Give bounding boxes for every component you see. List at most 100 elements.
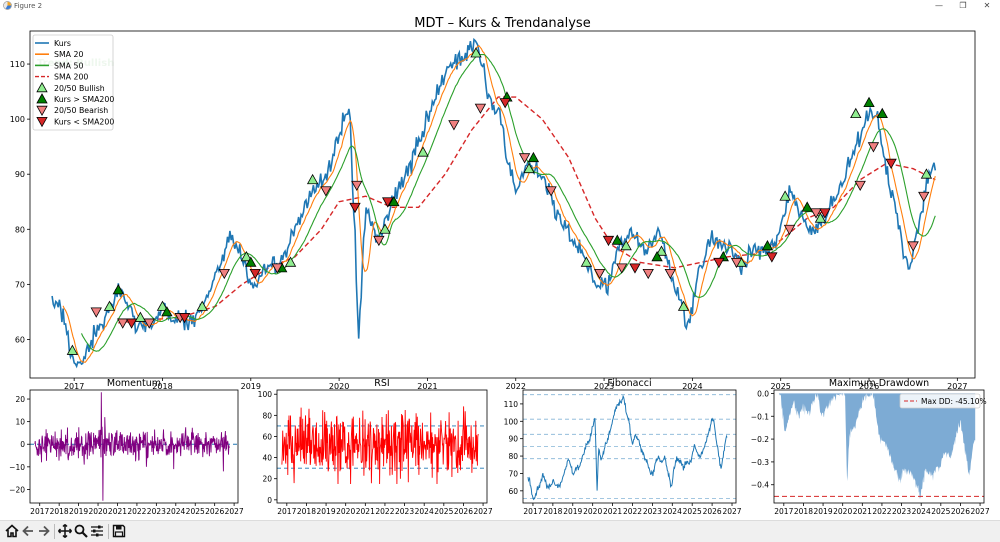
momentum-xtick-label: 2023 xyxy=(147,507,166,516)
rsi-xtick-label: 2025 xyxy=(434,507,453,516)
legend-swatch xyxy=(36,93,48,104)
drawdown-xtick-label: 2026 xyxy=(951,507,970,516)
maximize-button[interactable]: ❐ xyxy=(959,1,967,10)
drawdown-xtick-label: 2020 xyxy=(833,507,852,516)
main-chart-title: MDT – Kurs & Trendanalyse xyxy=(414,16,590,31)
marker-bearish-cross xyxy=(664,268,676,280)
zoom-icon[interactable] xyxy=(73,523,89,539)
legend-label: SMA 50 xyxy=(54,61,83,70)
momentum-xtick-label: 2020 xyxy=(88,507,107,516)
main-ytick-label: 100 xyxy=(10,115,25,124)
marker-bearish-cross xyxy=(854,180,866,192)
momentum-ytick-label: 10 xyxy=(15,418,25,427)
legend-swatch xyxy=(36,105,48,117)
kurs-line xyxy=(51,37,937,369)
marker-above-sma200 xyxy=(611,234,623,245)
fibonacci-xtick-label: 2025 xyxy=(683,507,702,516)
marker-bearish-cross xyxy=(218,268,230,280)
marker-above-sma200 xyxy=(161,306,173,317)
drawdown-xtick-label: 2022 xyxy=(872,507,891,516)
marker-bullish-cross xyxy=(850,107,862,119)
drawdown-ytick-label: −0.4 xyxy=(751,481,769,490)
fibonacci-ytick-label: 70 xyxy=(508,469,518,478)
marker-above-sma200 xyxy=(863,96,875,108)
drawdown-xtick-label: 2021 xyxy=(853,507,872,516)
marker-below-sma200 xyxy=(819,208,831,219)
marker-bearish-cross xyxy=(90,307,102,318)
drawdown-xtick-label: 2019 xyxy=(814,507,833,516)
marker-bearish-cross xyxy=(271,263,283,274)
momentum-xtick-label: 2024 xyxy=(166,507,185,516)
legend-label: 20/50 Bearish xyxy=(54,106,108,115)
rsi-xtick-label: 2024 xyxy=(415,507,434,516)
home-icon[interactable] xyxy=(4,523,20,539)
drawdown-ytick-label: 0.0 xyxy=(757,389,769,398)
legend-label: Kurs xyxy=(54,39,71,48)
forward-arrow-icon[interactable] xyxy=(36,523,52,539)
drawdown-ytick-label: −0.3 xyxy=(751,458,769,467)
fibonacci-chart-title: Fibonacci xyxy=(607,378,651,389)
momentum-xtick-label: 2025 xyxy=(186,507,205,516)
marker-bearish-cross xyxy=(373,235,385,247)
marker-above-sma200 xyxy=(245,256,257,267)
rsi-xtick-label: 2027 xyxy=(474,507,493,516)
marker-bearish-cross xyxy=(545,186,557,197)
drawdown-area xyxy=(778,393,976,499)
fibonacci-xtick-label: 2021 xyxy=(603,507,622,516)
marker-above-sma200 xyxy=(112,284,124,295)
close-button[interactable]: ✕ xyxy=(983,1,991,10)
marker-bullish-cross xyxy=(379,223,391,234)
main-xtick-label: 2027 xyxy=(947,382,967,391)
marker-bullish-cross xyxy=(66,344,79,355)
marker-bullish-cross xyxy=(677,300,690,311)
rsi-xtick-label: 2017 xyxy=(277,507,296,516)
main-xtick-label: 2019 xyxy=(241,382,261,391)
pan-icon[interactable] xyxy=(57,523,73,539)
momentum-ytick-label: −20 xyxy=(9,485,25,494)
drawdown-xtick-label: 2023 xyxy=(892,507,911,516)
marker-bearish-cross xyxy=(474,103,487,114)
rsi-xtick-label: 2018 xyxy=(297,507,316,516)
fibonacci-xtick-label: 2027 xyxy=(722,507,741,516)
momentum-xtick-label: 2021 xyxy=(108,507,127,516)
drawdown-chart: Maximum Drawdown 2017 2018 2019 2020 2021 2022… xyxy=(751,378,990,516)
legend-box xyxy=(32,34,114,131)
marker-bearish-cross xyxy=(918,191,930,203)
matplotlib-app-icon xyxy=(3,1,12,10)
rsi-ytick-label: 20 xyxy=(262,475,272,484)
marker-bearish-cross xyxy=(810,208,822,219)
minimize-button[interactable]: — xyxy=(935,1,943,10)
window-title: Figure 2 xyxy=(14,2,43,10)
marker-bearish-cross xyxy=(593,268,606,280)
marker-above-sma200 xyxy=(761,239,774,251)
legend-box xyxy=(899,393,981,409)
rsi-xtick-label: 2022 xyxy=(375,507,394,516)
main-ytick-label: 70 xyxy=(15,280,25,289)
main-legend: Kurs SMA 20 SMA 50 SMA 200 20/50 Bullish Kurs… xyxy=(32,34,114,131)
plot-frame xyxy=(773,389,985,504)
marker-below-sma200 xyxy=(629,263,641,274)
back-arrow-icon[interactable] xyxy=(20,523,36,539)
marker-bullish-cross xyxy=(620,239,632,251)
main-xtick-label: 2017 xyxy=(64,382,84,391)
save-icon[interactable] xyxy=(111,523,127,539)
legend-label: Kurs < SMA200 xyxy=(54,117,114,126)
marker-bullish-cross xyxy=(655,245,668,256)
fibonacci-ytick-label: 100 xyxy=(504,417,519,426)
marker-below-sma200 xyxy=(885,158,897,170)
fibonacci-ytick-label: 90 xyxy=(508,435,518,444)
configure-subplots-icon[interactable] xyxy=(89,523,105,539)
marker-bearish-cross xyxy=(518,153,531,164)
fibonacci-xtick-label: 2020 xyxy=(583,507,602,516)
rsi-xtick-label: 2019 xyxy=(317,507,336,516)
main-price-chart: MDT – Kurs & Trendanalyse 2017 2018 2019 202… xyxy=(10,16,976,391)
marker-below-sma200 xyxy=(713,257,725,269)
fibonacci-ytick-label: 80 xyxy=(508,452,518,461)
momentum-chart-title: Momentum xyxy=(107,378,161,389)
legend-label: SMA 20 xyxy=(54,50,83,59)
main-ytick-label: 60 xyxy=(15,335,25,344)
marker-bullish-cross xyxy=(920,168,933,179)
marker-above-sma200 xyxy=(388,195,400,207)
marker-bullish-cross xyxy=(306,173,319,185)
